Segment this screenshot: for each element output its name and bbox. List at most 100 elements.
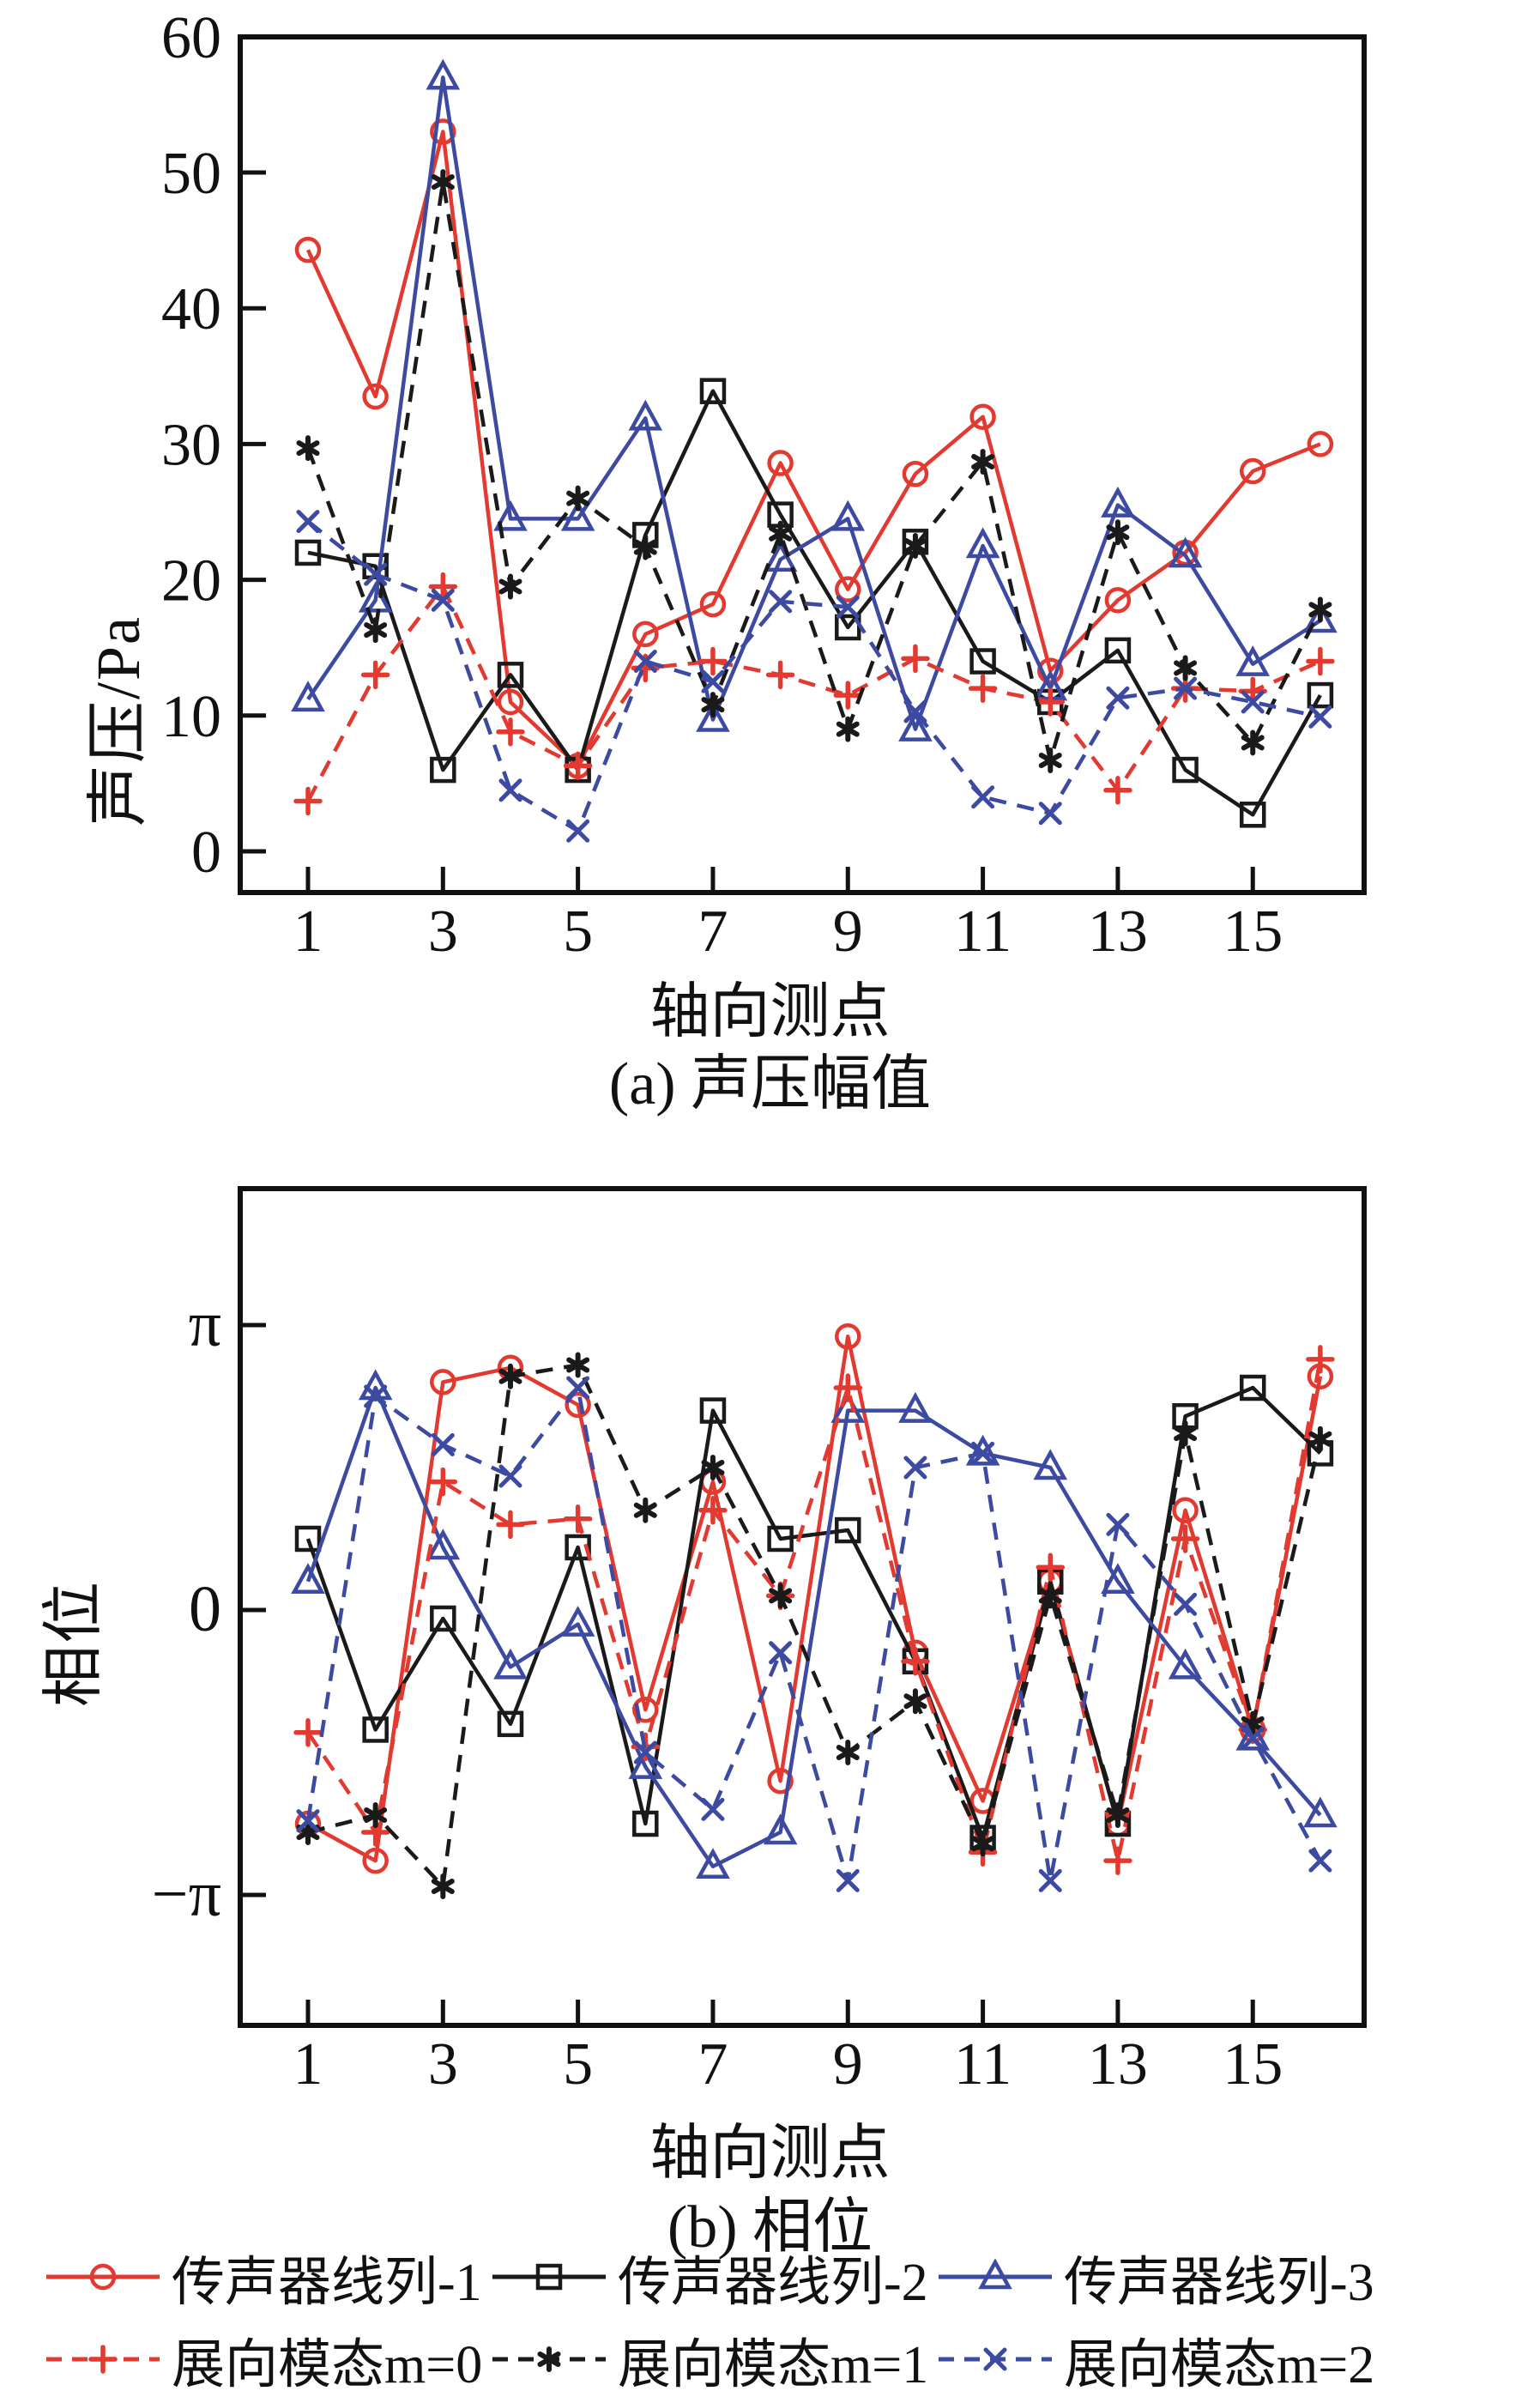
circle-marker-icon: [362, 383, 389, 410]
legend-swatch-mic3: [939, 2258, 1052, 2290]
plus-marker-icon: [1170, 1524, 1200, 1553]
triangle-marker-icon: [426, 58, 461, 90]
circle-marker-icon: [902, 460, 929, 487]
chart-b-caption: (b) 相位: [667, 2194, 873, 2261]
x-marker-icon: [364, 1384, 388, 1408]
axis-tick-label: 10: [161, 684, 221, 750]
axis-tick-label: 15: [1223, 899, 1283, 961]
triangle-marker-icon: [898, 1391, 933, 1423]
axis-tick-label: 11: [954, 899, 1012, 961]
circle-marker-icon: [1172, 1497, 1199, 1524]
legend-item-mic2: 传声器线列-2: [489, 2240, 928, 2314]
triangle-marker-icon: [965, 527, 1000, 559]
x-marker-icon: [1038, 1868, 1062, 1892]
legend-item-m1: 展向模态m=1: [489, 2322, 928, 2396]
circle-marker-icon: [497, 688, 524, 716]
legend-label: 传声器线列-1: [172, 2254, 482, 2312]
legend-swatch-mic2: [492, 2263, 606, 2291]
circle-marker-icon: [430, 1369, 456, 1395]
square-marker-icon: [535, 2263, 563, 2291]
star-marker-icon: [1315, 605, 1325, 614]
axis-tick-label: 9: [833, 899, 863, 961]
star-marker-icon: [438, 178, 448, 187]
triangle-marker-icon: [628, 399, 663, 431]
star-marker-icon: [304, 444, 312, 453]
circle-marker-icon: [699, 590, 727, 618]
x-marker-icon: [1308, 1849, 1332, 1873]
star-marker-icon: [910, 542, 920, 551]
x-marker-icon: [296, 510, 320, 534]
series-markers-m1: [296, 169, 1332, 774]
star-marker-icon: [708, 700, 717, 710]
square-marker-icon: [1307, 681, 1334, 709]
circle-marker-icon: [89, 2263, 117, 2291]
star-marker-icon: [371, 1811, 380, 1820]
legend-label: 传声器线列-3: [1064, 2254, 1374, 2312]
star-marker-icon: [1181, 1429, 1190, 1438]
x-marker-icon: [701, 669, 725, 693]
square-marker-icon: [699, 378, 727, 404]
star-marker-icon: [505, 1371, 515, 1381]
plus-marker-icon: [293, 786, 323, 816]
series-line-mic2: [305, 1385, 1322, 1840]
star-marker-icon: [573, 1360, 583, 1370]
circle-marker-icon: [835, 1323, 861, 1350]
square-marker-icon: [1239, 1374, 1266, 1401]
x-marker-icon: [633, 650, 657, 674]
square-marker-icon: [969, 648, 996, 675]
series-line-m1: [307, 1363, 1323, 1889]
star-marker-icon: [978, 457, 987, 466]
series-markers-m2: [296, 1376, 1332, 1892]
x-marker-icon: [1106, 1512, 1130, 1536]
axis-tick-label: 9: [833, 2031, 863, 2097]
plus-marker-icon: [833, 681, 863, 710]
axis-tick-label: 60: [161, 5, 221, 71]
triangle-marker-icon: [1303, 1796, 1338, 1828]
series-line-m2: [306, 519, 1321, 833]
star-marker-icon: [641, 542, 650, 552]
legend-swatch-mic1: [46, 2263, 160, 2291]
chart-b-xlabel: 轴向测点: [649, 2121, 891, 2187]
series-line-mic2: [307, 389, 1322, 817]
x-marker-icon: [566, 1376, 590, 1400]
plus-marker-icon: [901, 644, 930, 674]
star-marker-icon: [438, 1882, 448, 1892]
triangle-marker-icon: [830, 499, 866, 531]
legend-swatch-m0: [46, 2345, 160, 2374]
axis-tick-label: 1: [293, 2031, 323, 2097]
triangle-marker-icon: [291, 1563, 325, 1595]
star-marker-icon: [1113, 1811, 1122, 1820]
x-marker-icon: [769, 1641, 793, 1665]
star-marker-icon: [776, 1591, 785, 1601]
plus-marker-icon: [1036, 1553, 1066, 1582]
circle-marker-icon: [1104, 587, 1132, 614]
circle-marker-icon: [767, 1767, 794, 1795]
triangle-marker-icon: [426, 1528, 461, 1560]
axis-tick-label: π: [189, 1288, 221, 1360]
square-marker-icon: [294, 539, 322, 566]
star-marker-icon: [708, 1463, 717, 1472]
x-marker-icon: [983, 2347, 1007, 2371]
legend-label: 展向模态m=1: [618, 2336, 929, 2394]
square-marker-icon: [362, 1716, 389, 1743]
legend-label: 展向模态m=0: [172, 2336, 483, 2394]
circle-marker-icon: [835, 576, 861, 602]
x-marker-icon: [836, 1868, 860, 1892]
star-marker-icon: [1248, 1719, 1258, 1728]
x-marker-icon: [431, 588, 455, 612]
series-line-m1: [305, 179, 1322, 763]
triangle-marker-icon: [1303, 602, 1338, 633]
series-markers-mic1: [294, 1323, 1334, 1874]
axis-tick-label: 50: [161, 141, 221, 207]
legend-item-m2: 展向模态m=2: [935, 2322, 1374, 2396]
plus-marker-icon: [496, 1510, 525, 1540]
axis-tick-label: 5: [563, 899, 593, 961]
square-marker-icon: [1239, 802, 1266, 828]
chart-a-xlabel: 轴向测点: [649, 979, 891, 1045]
star-marker-icon: [505, 582, 515, 591]
circle-marker-icon: [362, 1847, 389, 1874]
legend-label: 展向模态m=2: [1064, 2336, 1375, 2394]
series-line-mic3: [305, 1385, 1322, 1869]
x-marker-icon: [296, 1809, 320, 1833]
